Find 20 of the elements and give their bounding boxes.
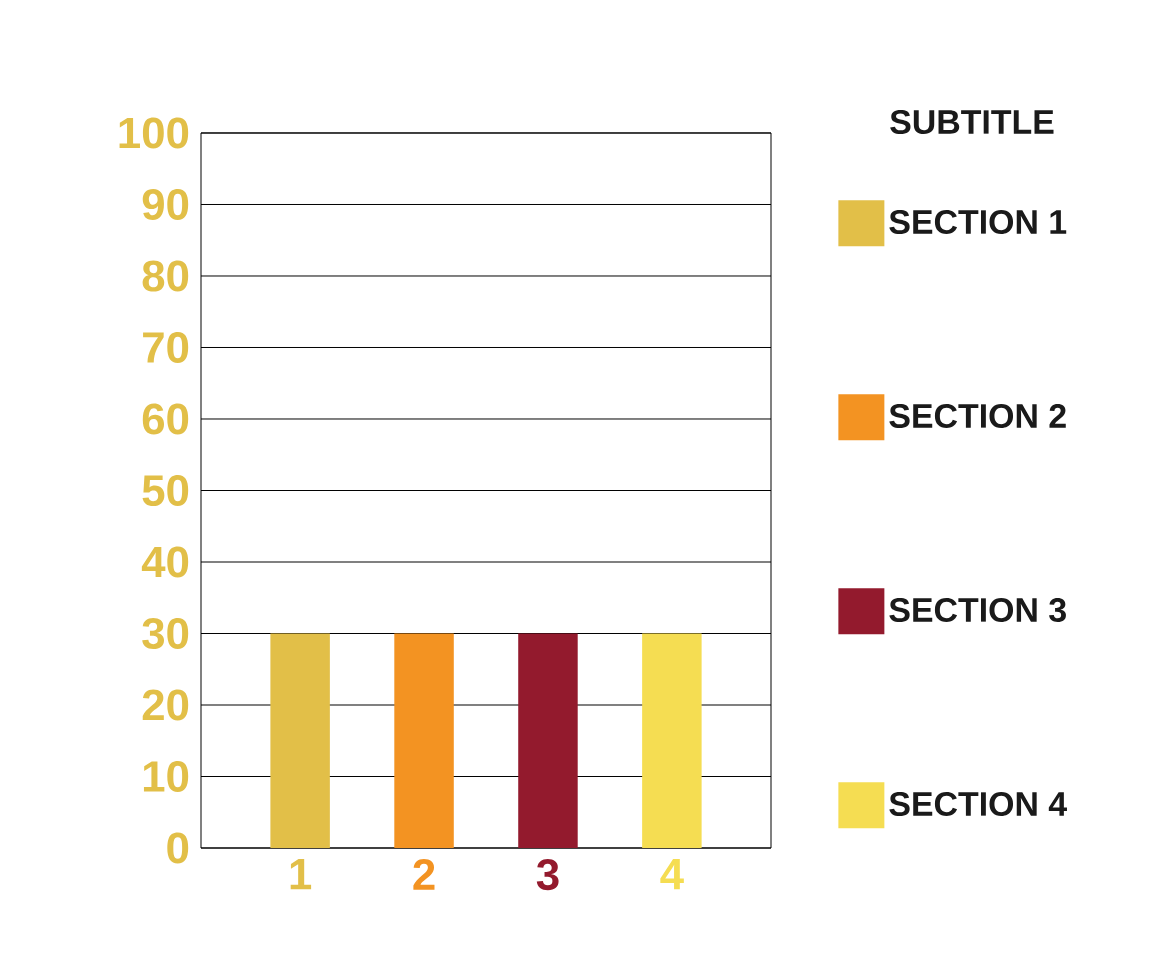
legend-label: SECTION 2 xyxy=(889,403,1066,428)
y-tick-label: 90 xyxy=(142,188,189,221)
y-tick-label: 30 xyxy=(142,617,189,650)
y-tick-label: 60 xyxy=(142,403,189,435)
legend-label: SECTION 1 xyxy=(889,209,1067,234)
legend-title: SUBTITLE xyxy=(890,109,1054,134)
x-tick-label: 2 xyxy=(413,859,435,890)
y-tick-label: 70 xyxy=(143,331,189,364)
y-tick-label: 40 xyxy=(141,546,189,578)
y-tick-label: 50 xyxy=(142,474,189,507)
legend-label: SECTION 3 xyxy=(889,597,1066,623)
y-tick-label: 20 xyxy=(142,689,189,721)
y-tick-label: 100 xyxy=(119,117,189,149)
x-tick-label: 3 xyxy=(536,859,559,891)
x-tick-label: 1 xyxy=(290,859,312,890)
y-tick-label: 10 xyxy=(143,760,189,793)
legend-label: SECTION 4 xyxy=(889,791,1067,816)
y-tick-label: 80 xyxy=(142,260,189,292)
x-tick-label: 4 xyxy=(660,859,684,890)
y-tick-label: 0 xyxy=(167,832,189,864)
